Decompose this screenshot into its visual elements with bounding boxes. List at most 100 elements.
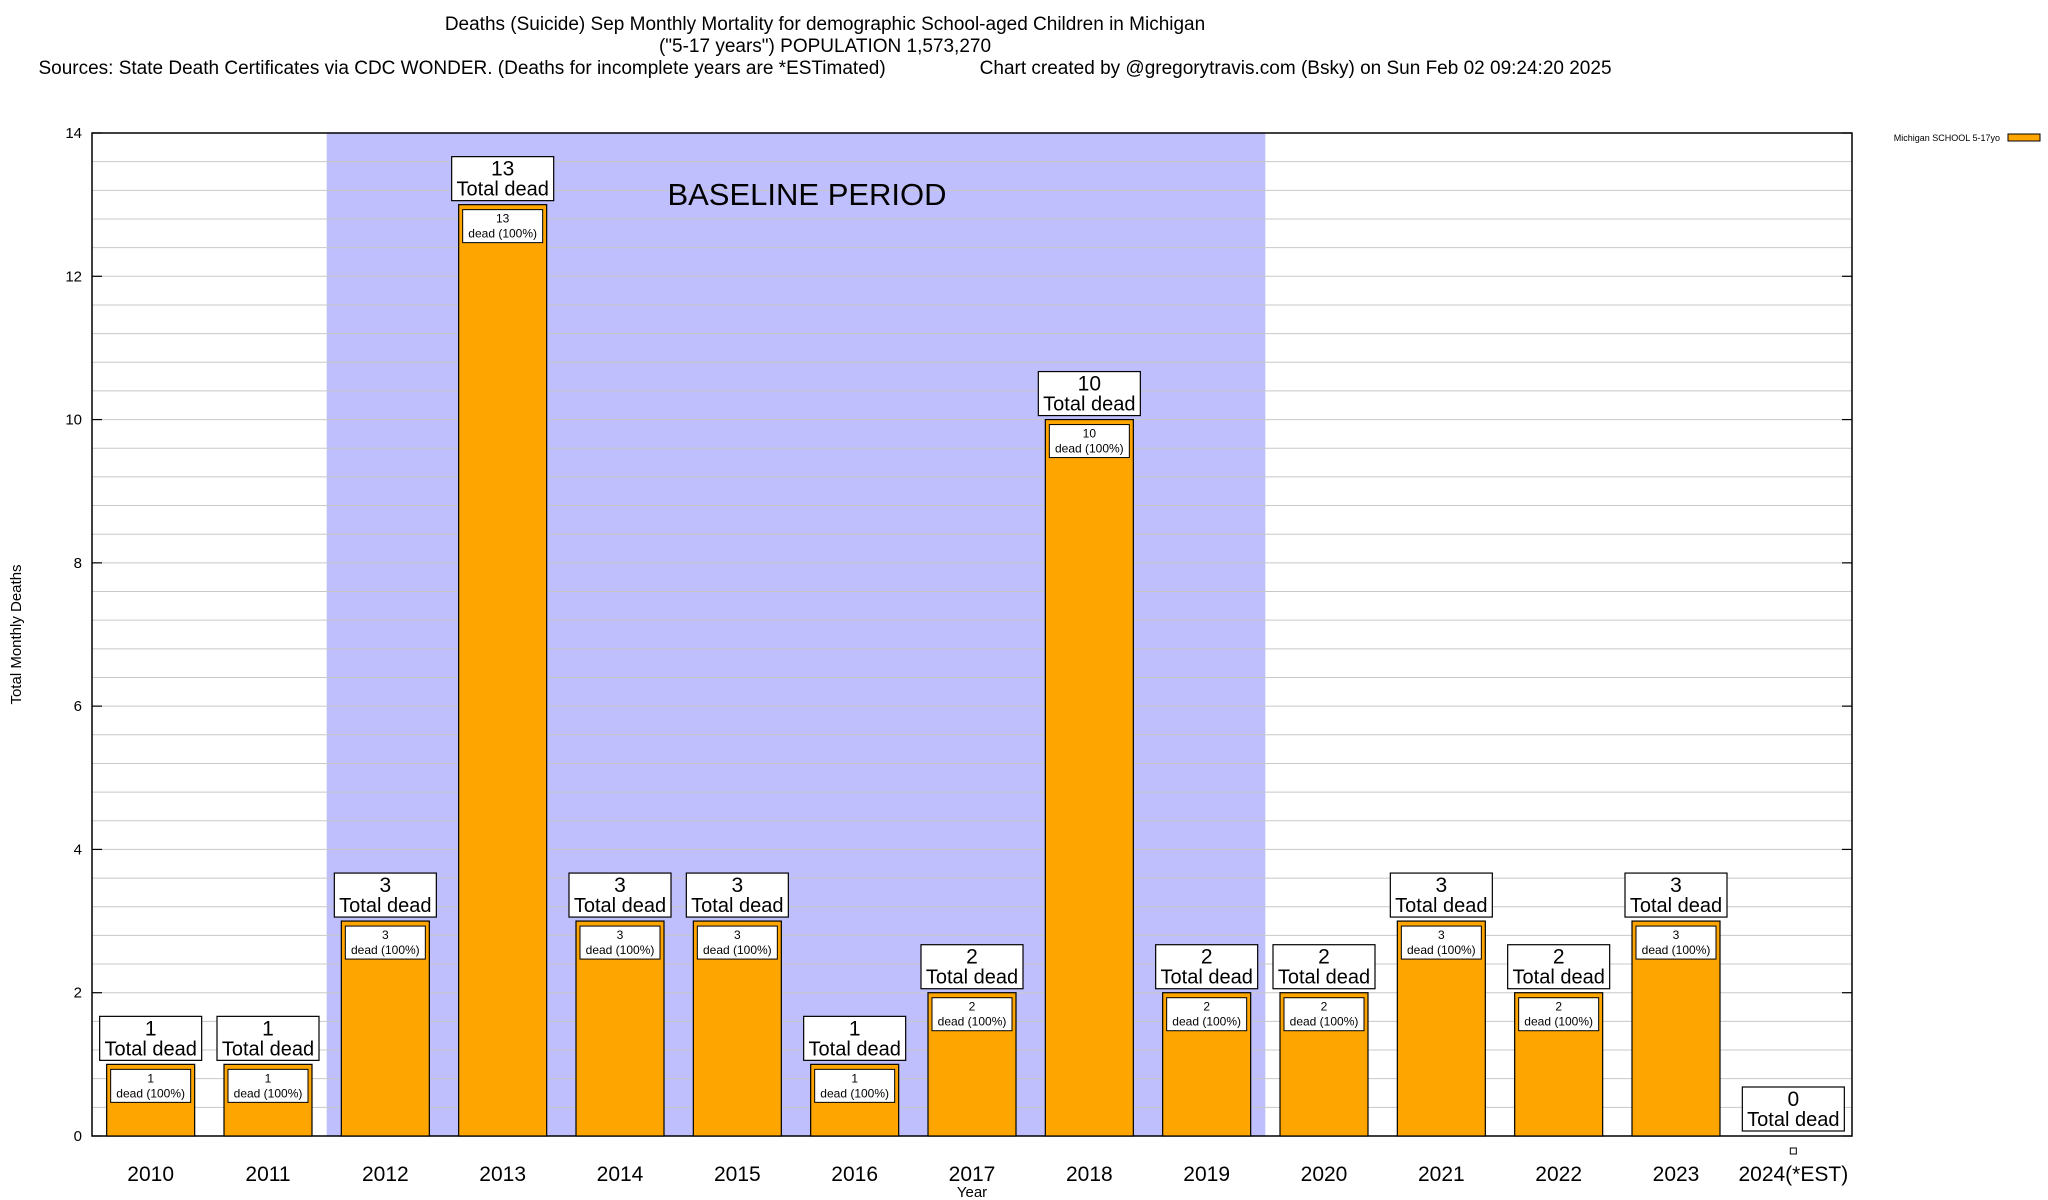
y-axis-title: Total Monthly Deaths <box>8 564 25 704</box>
segment-label-value: 3 <box>1438 928 1445 942</box>
total-label-text: Total dead <box>1161 967 1253 989</box>
y-tick-label: 8 <box>74 555 82 572</box>
segment-label-value: 13 <box>496 212 510 226</box>
total-label-value: 3 <box>1670 874 1682 897</box>
x-tick-label: 2015 <box>714 1163 761 1186</box>
total-label-text: Total dead <box>809 1038 901 1060</box>
segment-label-value: 1 <box>147 1071 154 1085</box>
segment-label-text: dead (100%) <box>1642 943 1711 957</box>
segment-label-value: 1 <box>851 1071 858 1085</box>
total-label-box <box>1155 944 1259 990</box>
segment-label-value: 2 <box>1203 1000 1210 1014</box>
x-tick-label: 2010 <box>127 1163 174 1186</box>
total-label-text: Total dead <box>691 895 783 917</box>
segment-label-box <box>931 997 1013 1032</box>
total-label-box <box>1507 944 1611 990</box>
x-axis-title: Year <box>957 1184 987 1200</box>
x-tick-label: 2023 <box>1653 1163 1700 1186</box>
segment-label-value: 10 <box>1083 427 1097 441</box>
legend[interactable]: Michigan SCHOOL 5-17yo <box>1894 133 2041 143</box>
segment-label-text: dead (100%) <box>1407 943 1476 957</box>
total-label-box <box>1272 944 1376 990</box>
baseline-period-label: BASELINE PERIOD <box>667 177 946 212</box>
total-label-text: Total dead <box>1630 895 1722 917</box>
total-label-text: Total dead <box>105 1038 197 1060</box>
y-tick-label: 2 <box>74 985 82 1002</box>
segment-label-box <box>1166 997 1248 1032</box>
segment-label-box <box>1635 925 1717 960</box>
y-tick-label: 6 <box>74 698 82 715</box>
segment-label-box <box>1518 997 1600 1032</box>
total-label-box <box>568 872 672 918</box>
x-tick-label: 2016 <box>831 1163 878 1186</box>
legend-label: Michigan SCHOOL 5-17yo <box>1894 133 2000 143</box>
segment-label-value: 3 <box>617 928 624 942</box>
segment-label-text: dead (100%) <box>938 1015 1007 1029</box>
total-label-value: 2 <box>1201 946 1213 969</box>
chart-credit: Chart created by @gregorytravis.com (Bsk… <box>979 58 1612 79</box>
segment-label-value: 1 <box>265 1071 272 1085</box>
total-label-text: Total dead <box>1043 394 1135 416</box>
y-tick-label: 10 <box>65 412 82 429</box>
zero-marker <box>1789 1147 1797 1155</box>
x-tick-label: 2012 <box>362 1163 409 1186</box>
chart-title: Deaths (Suicide) Sep Monthly Mortality f… <box>444 14 1206 35</box>
total-label-value: 3 <box>379 874 391 897</box>
segment-label-box <box>579 925 661 960</box>
x-tick-label: 2020 <box>1301 1163 1348 1186</box>
total-label-value: 3 <box>731 874 743 897</box>
segment-label-text: dead (100%) <box>703 943 772 957</box>
total-label-value: 2 <box>966 946 978 969</box>
segment-label-value: 3 <box>1673 928 1680 942</box>
total-label-box <box>1624 872 1728 918</box>
total-label-box <box>685 872 789 918</box>
total-label-value: 3 <box>1435 874 1447 897</box>
total-label-box <box>803 1015 907 1061</box>
total-label-text: Total dead <box>222 1038 314 1060</box>
total-label-text: Total dead <box>574 895 666 917</box>
total-label-text: Total dead <box>1513 967 1605 989</box>
x-tick-label: 2018 <box>1066 1163 1113 1186</box>
total-label-box <box>1741 1086 1845 1132</box>
segment-label-box <box>110 1068 192 1103</box>
segment-label-text: dead (100%) <box>1290 1015 1359 1029</box>
total-label-value: 2 <box>1553 946 1565 969</box>
segment-label-text: dead (100%) <box>116 1086 185 1100</box>
segment-label-text: dead (100%) <box>1172 1015 1241 1029</box>
total-label-text: Total dead <box>1747 1109 1839 1131</box>
x-tick-label: 2021 <box>1418 1163 1465 1186</box>
chart-sources: Sources: State Death Certificates via CD… <box>38 58 886 79</box>
segment-label-box <box>344 925 426 960</box>
chart-sources-line: Sources: State Death Certificates via CD… <box>0 58 1650 80</box>
x-tick-label: 2022 <box>1535 1163 1582 1186</box>
total-label-value: 0 <box>1787 1088 1799 1111</box>
total-label-value: 13 <box>491 158 514 181</box>
segment-label-text: dead (100%) <box>468 227 537 241</box>
y-tick-label: 4 <box>74 841 82 858</box>
y-tick-label: 14 <box>65 125 82 142</box>
total-label-value: 2 <box>1318 946 1330 969</box>
segment-label-box <box>227 1068 309 1103</box>
segment-label-text: dead (100%) <box>820 1086 889 1100</box>
x-tick-label: 2014 <box>597 1163 644 1186</box>
total-label-box <box>333 872 437 918</box>
bar <box>458 204 548 1137</box>
segment-label-box <box>1048 424 1130 459</box>
total-label-box <box>1389 872 1493 918</box>
total-label-value: 3 <box>614 874 626 897</box>
segment-label-text: dead (100%) <box>234 1086 303 1100</box>
segment-label-box <box>462 209 544 244</box>
legend-swatch <box>2007 133 2041 142</box>
total-label-text: Total dead <box>339 895 431 917</box>
segment-label-value: 2 <box>1555 1000 1562 1014</box>
x-tick-label: 2024(*EST) <box>1738 1163 1848 1186</box>
x-tick-label: 2013 <box>479 1163 526 1186</box>
y-tick-label: 0 <box>74 1128 82 1145</box>
segment-label-box <box>1400 925 1482 960</box>
total-label-text: Total dead <box>457 179 549 201</box>
segment-label-value: 3 <box>734 928 741 942</box>
x-tick-label: 2019 <box>1183 1163 1230 1186</box>
total-label-value: 1 <box>262 1017 274 1040</box>
total-label-box <box>99 1015 203 1061</box>
